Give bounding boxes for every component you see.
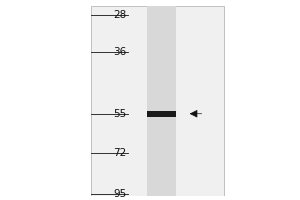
Text: 28: 28 [113, 10, 127, 20]
Bar [91, 6, 224, 196]
Text: 95: 95 [113, 189, 127, 199]
Text: CEM: CEM [148, 0, 175, 3]
Bar [147, 111, 176, 117]
Text: 72: 72 [113, 148, 127, 158]
Text: 36: 36 [113, 47, 127, 57]
Bar [147, 6, 176, 196]
Text: 55: 55 [113, 109, 127, 119]
